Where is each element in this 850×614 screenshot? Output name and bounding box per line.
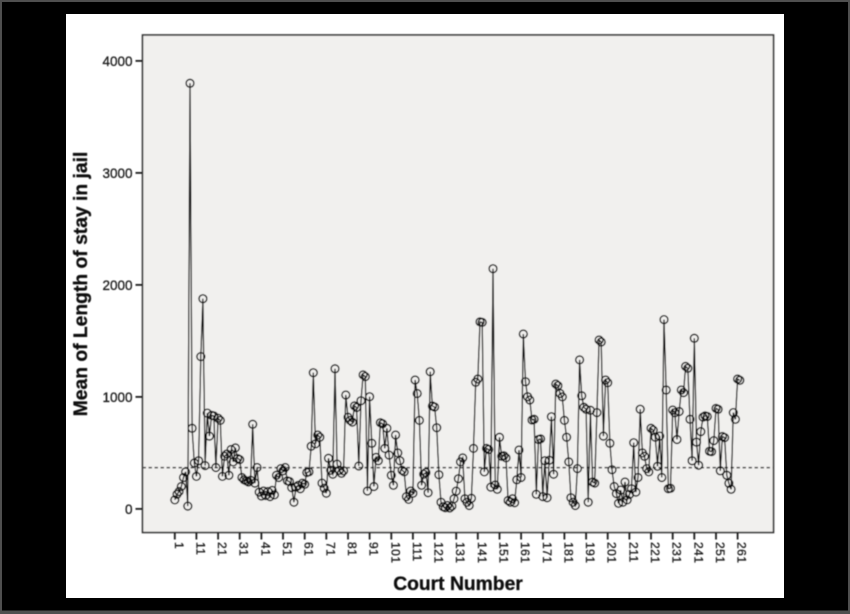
svg-text:31: 31 [237,542,251,556]
svg-text:Court Number: Court Number [393,574,523,595]
svg-text:51: 51 [280,542,294,556]
svg-text:221: 221 [648,542,662,564]
svg-text:41: 41 [258,542,272,556]
svg-text:0: 0 [125,502,133,517]
svg-text:21: 21 [215,542,229,556]
svg-text:241: 241 [691,542,705,564]
svg-text:231: 231 [670,542,684,564]
svg-text:121: 121 [432,542,446,564]
svg-text:11: 11 [193,542,207,555]
svg-text:251: 251 [713,542,727,564]
svg-text:131: 131 [453,542,467,564]
svg-text:171: 171 [540,542,554,564]
svg-text:1: 1 [172,542,186,549]
svg-text:211: 211 [626,542,640,563]
svg-text:201: 201 [605,542,619,564]
svg-text:4000: 4000 [102,54,132,69]
svg-text:161: 161 [518,542,532,564]
svg-text:261: 261 [735,542,749,564]
svg-text:141: 141 [475,542,489,564]
svg-text:81: 81 [345,542,359,556]
svg-text:181: 181 [561,542,575,564]
svg-text:151: 151 [497,542,511,564]
svg-text:Mean of Length of stay in jail: Mean of Length of stay in jail [71,152,92,417]
svg-text:191: 191 [583,542,597,564]
svg-text:61: 61 [302,542,316,556]
svg-text:3000: 3000 [102,166,132,181]
svg-text:101: 101 [388,542,402,564]
svg-text:1000: 1000 [102,390,132,405]
svg-text:71: 71 [323,542,337,556]
svg-text:2000: 2000 [102,278,132,293]
svg-text:111: 111 [410,542,424,562]
svg-text:91: 91 [367,542,381,556]
